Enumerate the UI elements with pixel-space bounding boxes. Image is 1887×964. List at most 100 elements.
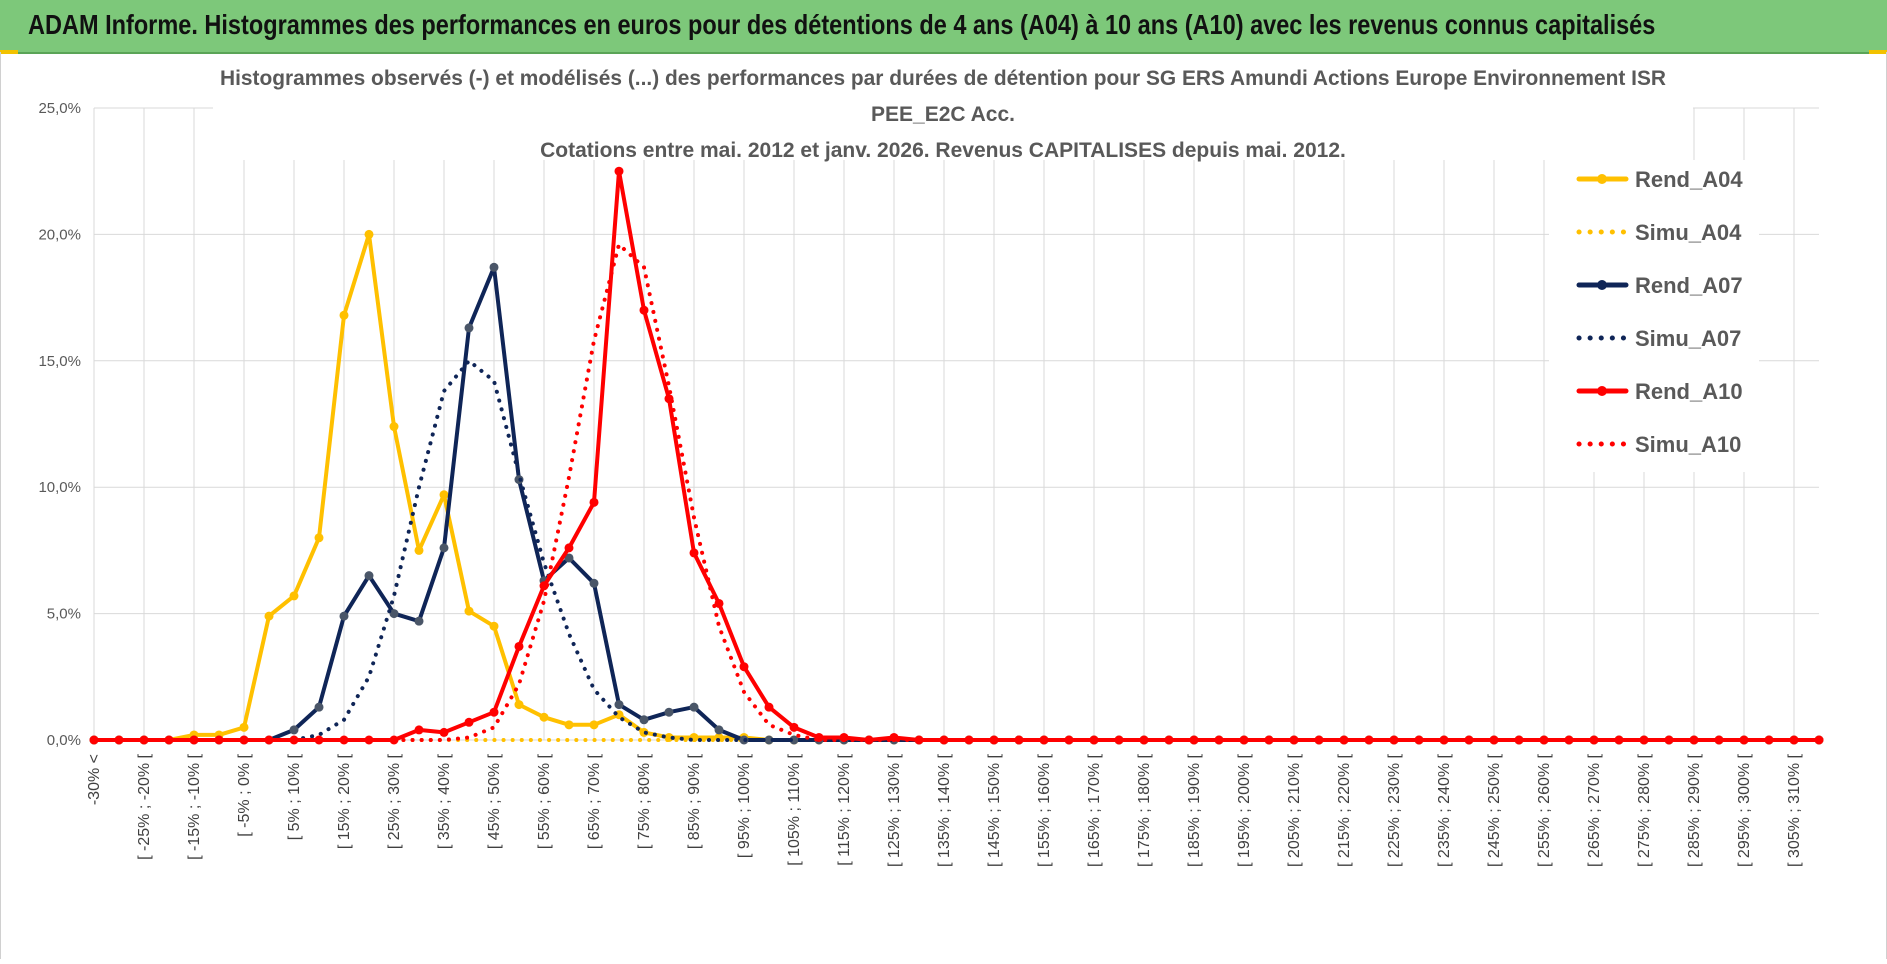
data-point	[1464, 735, 1474, 745]
data-point	[339, 611, 349, 621]
x-tick-label: [ -5% ; 0% [	[236, 753, 253, 836]
series-group	[89, 166, 1824, 745]
chart-title-line: PEE_E2C Acc.	[871, 103, 1015, 126]
legend-marker	[1597, 174, 1607, 184]
data-point	[414, 616, 424, 626]
data-point	[614, 700, 624, 710]
y-tick-label: 0,0%	[47, 732, 81, 749]
data-point	[764, 702, 774, 712]
legend-marker	[1597, 386, 1607, 396]
x-tick-label: [ 105% ; 110% [	[786, 753, 803, 865]
x-tick-label: [ 5% ; 10% [	[286, 753, 303, 840]
legend-marker	[1597, 280, 1607, 290]
data-point	[464, 323, 474, 333]
data-point	[589, 578, 599, 588]
data-point	[989, 735, 999, 745]
data-point	[264, 611, 274, 621]
chart-title-background	[213, 62, 1693, 160]
y-tick-label: 10,0%	[38, 479, 81, 496]
data-point	[314, 735, 324, 745]
data-point	[464, 717, 474, 727]
banner-title: ADAM Informe. Histogrammes des performan…	[28, 9, 1656, 40]
data-point	[639, 305, 649, 315]
legend: Rend_A04 Simu_A04 Rend_A07 Simu_A07 Rend_A10…	[1549, 160, 1759, 472]
data-point	[489, 262, 499, 272]
data-point	[139, 735, 149, 745]
data-point	[364, 571, 374, 581]
chart-title: Histogrammes observés (-) et modélisés (…	[213, 62, 1693, 162]
x-tick-label: -30% <	[86, 754, 103, 805]
x-tick-label: [ 35% ; 40% [	[436, 753, 453, 849]
chart-title-line: Histogrammes observés (-) et modélisés (…	[220, 67, 1666, 90]
x-tick-label: [ 205% ; 210% [	[1286, 753, 1303, 867]
data-point	[764, 735, 774, 745]
x-tick-label: [ 195% ; 200% [	[1236, 753, 1253, 867]
data-point	[339, 310, 349, 320]
data-point	[1314, 735, 1324, 745]
data-point	[1214, 735, 1224, 745]
x-tick-label: [ 215% ; 220% [	[1336, 753, 1353, 867]
data-point	[389, 422, 399, 432]
data-point	[1414, 735, 1424, 745]
x-tick-label: [ 15% ; 20% [	[336, 753, 353, 849]
data-point	[1589, 735, 1599, 745]
data-point	[539, 712, 549, 722]
x-tick-label: [ 125% ; 130% [	[886, 753, 903, 867]
data-point	[1689, 735, 1699, 745]
corner-marker	[1869, 50, 1887, 54]
x-tick-label: [ 235% ; 240% [	[1436, 753, 1453, 867]
data-point	[564, 543, 574, 553]
data-point	[514, 700, 524, 710]
data-point	[164, 735, 174, 745]
data-point	[414, 725, 424, 735]
data-point	[1614, 735, 1624, 745]
data-point	[664, 707, 674, 717]
x-tick-label: [ 45% ; 50% [	[486, 753, 503, 849]
data-point	[489, 621, 499, 631]
x-tick-label: [ 285% ; 290% [	[1686, 753, 1703, 867]
data-point	[614, 166, 624, 176]
x-tick-label: [ 115% ; 120% [	[836, 753, 853, 865]
legend-label: Rend_A07	[1635, 273, 1743, 298]
corner-marker	[0, 50, 18, 54]
data-point	[739, 662, 749, 672]
x-tick-labels: -30% < [ -25% ; -20% [[ -15% ; -10% [[ -5…	[86, 753, 1803, 867]
x-tick-label: [ 145% ; 150% [	[986, 753, 1003, 867]
x-tick-label: [ 245% ; 250% [	[1486, 753, 1503, 867]
y-tick-label: 5,0%	[47, 606, 81, 623]
data-point	[639, 715, 649, 725]
data-point	[1014, 735, 1024, 745]
data-point	[564, 720, 574, 730]
x-tick-label: [ 55% ; 60% [	[536, 753, 553, 849]
x-tick-label: [ 135% ; 140% [	[936, 753, 953, 867]
series-markers-rend-a10	[89, 166, 1824, 745]
data-point	[1189, 735, 1199, 745]
data-point	[114, 735, 124, 745]
x-tick-label: [ 305% ; 310% [	[1786, 753, 1803, 867]
data-point	[289, 725, 299, 735]
data-point	[414, 545, 424, 555]
x-tick-label: [ 185% ; 190% [	[1186, 753, 1203, 867]
data-point	[289, 591, 299, 601]
data-point	[789, 722, 799, 732]
data-point	[1514, 735, 1524, 745]
data-point	[439, 490, 449, 500]
legend-label: Rend_A10	[1635, 379, 1743, 404]
data-point	[789, 735, 799, 745]
x-tick-label: [ 255% ; 260% [	[1536, 753, 1553, 867]
data-point	[589, 497, 599, 507]
x-tick-label: [ 85% ; 90% [	[686, 753, 703, 849]
x-tick-label: [ 275% ; 280% [	[1636, 753, 1653, 867]
y-tick-label: 25,0%	[38, 100, 81, 117]
x-tick-label: [ 295% ; 300% [	[1736, 753, 1753, 867]
data-point	[514, 641, 524, 651]
data-point	[1089, 735, 1099, 745]
y-tick-label: 15,0%	[38, 353, 81, 370]
x-tick-label: [ 225% ; 230% [	[1386, 753, 1403, 867]
chart-title-line: Cotations entre mai. 2012 et janv. 2026.…	[540, 139, 1346, 162]
y-tick-label: 20,0%	[38, 226, 81, 243]
data-point	[489, 707, 499, 717]
data-point	[314, 702, 324, 712]
data-point	[689, 702, 699, 712]
